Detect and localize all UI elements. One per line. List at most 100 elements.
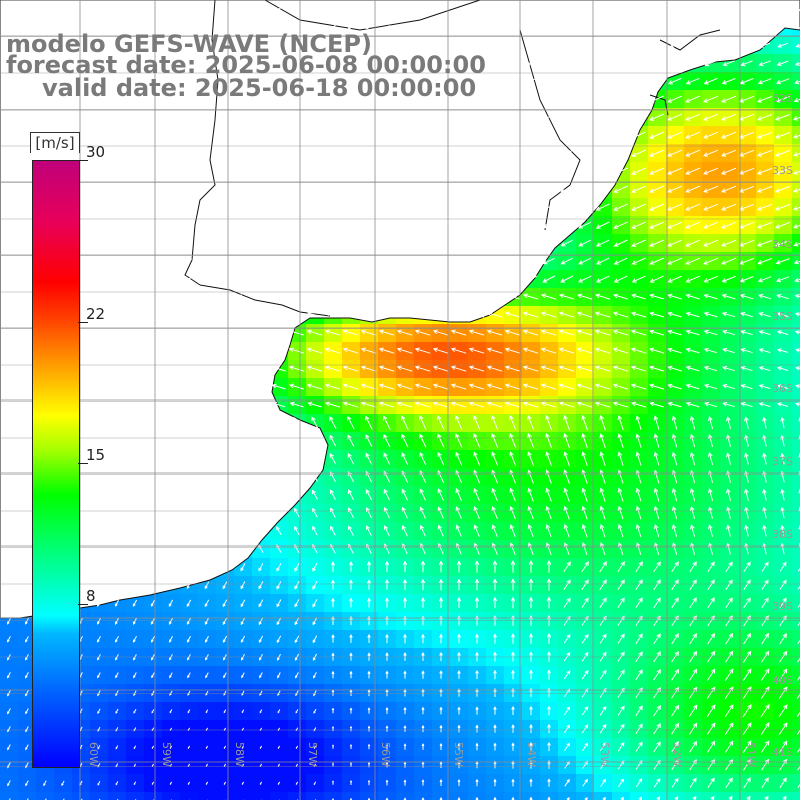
speed-cell <box>450 792 468 800</box>
wind-arrow <box>616 24 626 30</box>
wind-arrow <box>365 6 372 12</box>
latitude-label: 38S <box>772 528 793 541</box>
wind-arrow <box>6 42 12 48</box>
wind-arrow <box>221 6 228 12</box>
longitude-label: 51W <box>744 742 757 767</box>
wind-arrow <box>419 42 426 48</box>
wind-arrow <box>239 42 246 48</box>
colorbar-tick-label: 8 <box>86 587 96 606</box>
wind-arrow <box>239 78 246 84</box>
speed-cell <box>792 576 800 594</box>
wind-arrow <box>185 6 192 12</box>
wind-arrow <box>669 24 680 30</box>
wind-arrow <box>239 6 246 12</box>
latitude-label: 39S <box>772 600 793 613</box>
speed-cell <box>648 792 666 800</box>
wind-arrow <box>544 60 553 66</box>
wind-arrow <box>331 744 335 749</box>
speed-cell <box>792 594 800 612</box>
speed-cell <box>792 396 800 414</box>
wind-arrow <box>41 78 48 84</box>
wind-arrow <box>704 60 717 67</box>
wind-arrow <box>41 60 48 66</box>
wind-arrow <box>562 24 571 30</box>
wind-arrow <box>796 7 800 12</box>
speed-cell <box>792 756 800 774</box>
wind-arrow <box>113 78 120 84</box>
speed-cell <box>198 792 216 800</box>
wind-arrow <box>329 24 336 30</box>
wind-arrow <box>509 7 517 12</box>
wind-arrow <box>167 24 174 30</box>
speed-cell <box>54 792 72 800</box>
wind-arrow <box>580 6 589 12</box>
wind-arrow <box>760 7 769 12</box>
wind-arrow <box>185 78 192 84</box>
wind-arrow <box>526 60 535 66</box>
wind-arrow <box>275 24 282 30</box>
wind-arrow <box>59 42 66 48</box>
speed-cell <box>342 792 360 800</box>
colorbar <box>32 160 80 768</box>
speed-cell <box>792 324 800 342</box>
speed-cell <box>360 792 378 800</box>
wind-arrow <box>221 60 228 66</box>
speed-cell <box>792 450 800 468</box>
longitude-label: 56W <box>379 742 392 767</box>
wind-arrow <box>437 7 444 11</box>
coastline-inland <box>199 284 331 317</box>
wind-arrow <box>651 24 662 30</box>
wind-arrow <box>347 78 354 84</box>
wind-arrow <box>741 24 752 30</box>
wind-arrow <box>203 60 210 66</box>
longitude-label: 52W <box>671 742 684 767</box>
longitude-label: 57W <box>306 742 319 767</box>
wind-arrow <box>758 60 771 67</box>
wind-arrow <box>705 24 716 30</box>
speed-cell <box>180 792 198 800</box>
wind-arrow <box>794 61 800 66</box>
speed-cell <box>504 792 522 800</box>
speed-cell <box>792 792 800 800</box>
wind-arrow <box>293 6 300 12</box>
speed-cell <box>0 792 18 800</box>
wind-arrow <box>59 24 66 30</box>
speed-cell <box>738 792 756 800</box>
wind-arrow <box>651 42 662 48</box>
wind-arrow <box>419 78 427 84</box>
longitude-label: 59W <box>160 742 173 767</box>
speed-cell <box>792 522 800 540</box>
speed-cell <box>72 792 90 800</box>
wind-arrow <box>257 24 264 30</box>
wind-arrow <box>23 78 30 84</box>
wind-arrow <box>742 7 751 12</box>
wind-arrow <box>598 24 607 30</box>
wind-arrow <box>59 60 66 66</box>
wind-arrow <box>383 78 390 84</box>
speed-cell <box>126 792 144 800</box>
wind-arrow <box>365 60 372 66</box>
wind-arrow <box>95 78 102 84</box>
speed-cell <box>792 342 800 360</box>
wind-arrow <box>239 60 246 66</box>
speed-cell <box>792 540 800 558</box>
wind-arrow <box>687 42 699 48</box>
wind-arrow <box>419 60 426 66</box>
colorbar-tick-label: 22 <box>86 304 106 323</box>
wind-arrow <box>544 7 553 12</box>
wind-arrows <box>4 6 800 800</box>
wind-arrow <box>598 42 608 48</box>
speed-cell <box>792 36 800 54</box>
wind-arrow <box>383 42 390 48</box>
wind-arrow <box>652 6 661 12</box>
wind-arrow <box>615 60 626 66</box>
wind-arrow <box>401 42 408 48</box>
wind-arrow <box>526 42 535 48</box>
wind-arrow <box>437 78 445 84</box>
speed-cell <box>792 630 800 648</box>
wind-arrow <box>293 60 300 66</box>
wind-arrow <box>113 42 120 48</box>
wind-arrow <box>185 42 192 48</box>
wind-arrow <box>668 60 681 67</box>
wind-arrow <box>508 60 517 66</box>
